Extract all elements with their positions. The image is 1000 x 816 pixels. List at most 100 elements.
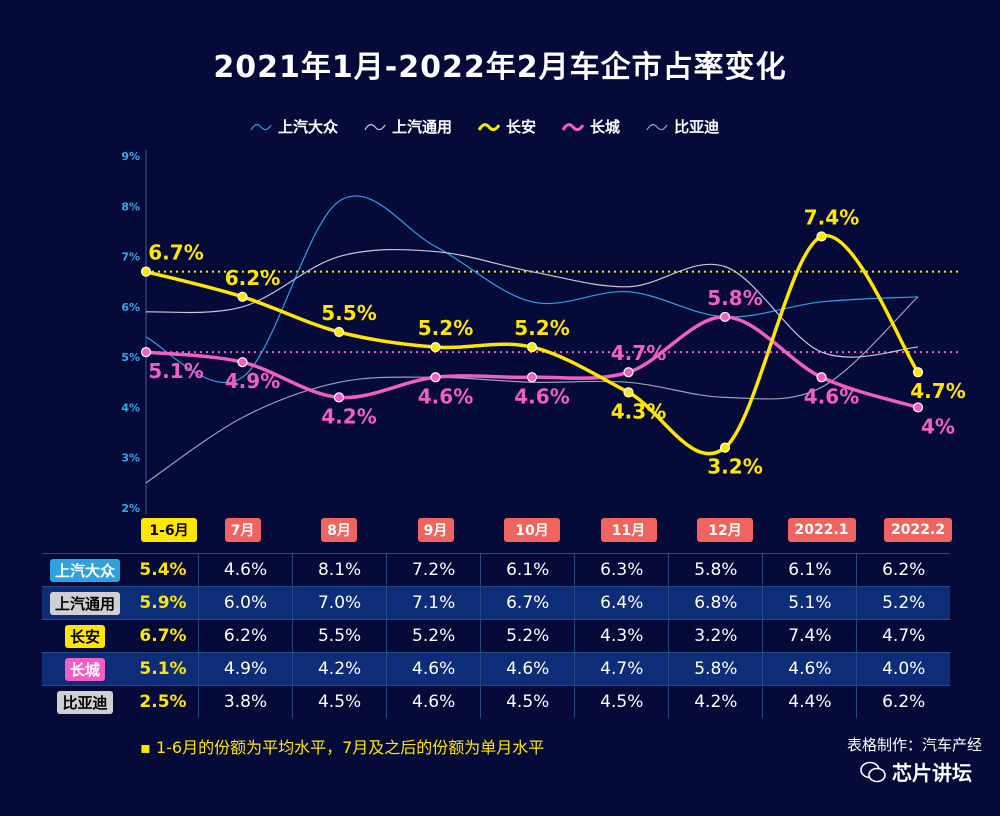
table-cell: 5.8% xyxy=(668,553,763,587)
series-line-上汽大众 xyxy=(145,195,919,384)
data-point xyxy=(912,402,924,413)
data-point xyxy=(237,357,248,368)
data-point xyxy=(623,367,634,378)
table-cell: 4.6% xyxy=(480,652,575,686)
table-cell: 7.2% xyxy=(386,553,481,587)
category-label: 2022.1 xyxy=(787,518,856,542)
table-cell: 6.1% xyxy=(480,553,575,587)
data-label: 5.1% xyxy=(148,359,203,383)
table-cell: 5.4% xyxy=(128,553,199,587)
footnote-text: 1-6月的份额为平均水平，7月及之后的份额为单月水平 xyxy=(155,738,545,757)
category-label: 8月 xyxy=(321,518,357,542)
y-tick-label: 3% xyxy=(121,452,140,465)
legend-item: 上汽通用 xyxy=(364,116,452,137)
table-cell: 6.1% xyxy=(762,553,857,587)
table-cell: 4.6% xyxy=(386,685,481,718)
data-point xyxy=(333,392,345,403)
table-cell: 4.0% xyxy=(856,652,950,686)
data-point xyxy=(333,326,345,338)
table-cell: 4.5% xyxy=(480,685,575,718)
data-point xyxy=(526,372,538,383)
data-label: 4.7% xyxy=(611,341,666,365)
category-label: 1-6月 xyxy=(141,518,197,542)
table-cell: 4.9% xyxy=(197,652,293,686)
category-label: 11月 xyxy=(600,518,657,542)
table-cell: 3.2% xyxy=(668,619,763,653)
table-cell: 5.5% xyxy=(292,619,387,653)
legend-label: 上汽通用 xyxy=(392,118,453,136)
data-label: 3.2% xyxy=(707,455,762,479)
table-cell: 7.4% xyxy=(762,619,857,653)
legend-swatch xyxy=(646,123,668,130)
data-label: 5.8% xyxy=(707,286,762,310)
credit: 表格制作：汽车产经 xyxy=(846,736,982,754)
table-cell: 6.4% xyxy=(574,586,669,620)
line-chart: 2% 3% 4% 5% 6% 7% 8% 9% 5.1% 4.9% 4.2% 4.6% 4.6% 4.7%… xyxy=(121,150,966,515)
table-cell: 5.2% xyxy=(386,619,481,653)
row-label: 上汽通用 xyxy=(49,591,120,615)
table-cell: 6.2% xyxy=(856,685,950,718)
table-cell: 6.7% xyxy=(480,586,575,620)
table-row: 长城 5.1% 4.9% 4.2% 4.6% 4.6% 4.7% 5.8% 4.6% 4.0% xyxy=(42,652,950,686)
category-label: 12月 xyxy=(697,518,753,542)
y-tick-label: 5% xyxy=(121,351,140,364)
legend-label: 上汽大众 xyxy=(278,118,339,136)
table-cell: 6.0% xyxy=(197,586,293,620)
legend-item: 比亚迪 xyxy=(646,116,719,137)
legend-swatch xyxy=(250,123,272,130)
y-tick-label: 7% xyxy=(121,251,140,264)
data-label: 5.2% xyxy=(514,316,569,340)
category-label: 9月 xyxy=(417,518,454,542)
y-tick-label: 2% xyxy=(121,502,140,515)
legend-swatch xyxy=(478,122,501,131)
legend-swatch xyxy=(364,123,386,130)
category-label: 2022.2 xyxy=(884,518,952,542)
data-point xyxy=(526,341,538,353)
row-label: 长城 xyxy=(64,657,105,681)
legend-label: 长城 xyxy=(590,118,621,136)
data-label: 4.6% xyxy=(804,384,859,408)
data-label: 7.4% xyxy=(804,205,859,229)
data-point xyxy=(140,266,152,277)
footnote: ▪ 1-6月的份额为平均水平，7月及之后的份额为单月水平 xyxy=(140,738,545,757)
data-point xyxy=(623,387,634,398)
data-label: 4.6% xyxy=(418,384,473,408)
data-label: 6.7% xyxy=(148,241,203,265)
table-row: 长安 6.7% 6.2% 5.5% 5.2% 5.2% 4.3% 3.2% 7.4% 4.7% xyxy=(42,619,950,653)
row-label: 上汽大众 xyxy=(49,558,120,582)
table-cell: 5.1% xyxy=(128,652,199,686)
category-label: 7月 xyxy=(224,518,261,542)
table-cell: 6.7% xyxy=(128,619,199,653)
table-cell: 6.3% xyxy=(574,553,669,587)
wechat-icon xyxy=(860,761,886,782)
watermark: 芯片讲坛 xyxy=(860,757,972,786)
data-point xyxy=(140,347,152,358)
data-point xyxy=(912,367,924,378)
category-label: 10月 xyxy=(504,518,560,542)
data-label: 4.3% xyxy=(611,399,666,423)
data-label: 4.6% xyxy=(514,384,569,408)
data-label: 5.2% xyxy=(418,316,473,340)
table-cell: 4.2% xyxy=(292,652,387,686)
data-point xyxy=(719,442,731,453)
y-tick-label: 9% xyxy=(121,150,140,163)
table-cell: 5.9% xyxy=(128,586,199,620)
data-point xyxy=(430,372,441,383)
table-cell: 5.2% xyxy=(856,586,950,620)
legend: 上汽大众 上汽通用 长安 长城 比亚迪 xyxy=(250,116,719,137)
row-label: 长安 xyxy=(64,624,105,648)
table-cell: 6.8% xyxy=(668,586,763,620)
table-cell: 4.5% xyxy=(292,685,387,718)
data-label: 6.2% xyxy=(225,266,280,290)
table-cell: 2.5% xyxy=(128,685,199,718)
data-label: 4% xyxy=(921,414,955,438)
table-cell: 5.8% xyxy=(668,652,763,686)
data-label: 4.9% xyxy=(225,369,280,393)
legend-item: 长城 xyxy=(562,116,620,137)
table-cell: 4.6% xyxy=(762,652,857,686)
data-label: 5.5% xyxy=(321,301,376,325)
row-label: 比亚迪 xyxy=(57,690,113,714)
legend-item: 长安 xyxy=(478,116,536,137)
y-tick-label: 6% xyxy=(121,301,140,314)
data-point xyxy=(237,291,248,302)
